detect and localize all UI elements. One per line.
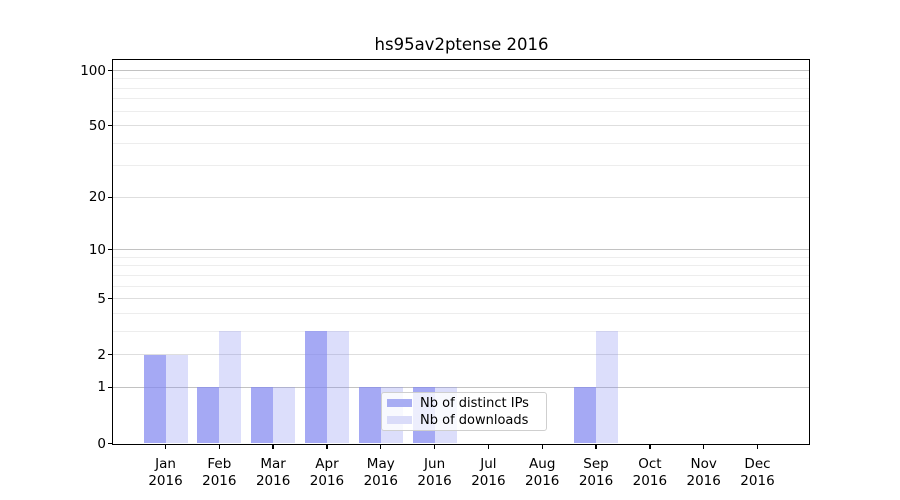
gridline-y-5: [113, 298, 810, 300]
legend-swatch-downloads: [387, 416, 412, 424]
x-tick-jul: [487, 445, 490, 449]
bar-distinct-ips-may: [358, 387, 381, 444]
x-tick-label: Apr 2016: [309, 456, 345, 489]
minor-gridline-y-8: [113, 265, 810, 267]
x-tick-nov: [702, 445, 705, 449]
y-tick-20: [108, 196, 113, 199]
legend-item-downloads: Nb of downloads: [387, 414, 546, 427]
y-tick-0: [108, 442, 113, 445]
gridline-y-20: [113, 196, 810, 198]
y-tick-label: 0: [97, 435, 106, 452]
y-tick-50: [108, 125, 113, 127]
x-tick-jun: [433, 445, 436, 449]
y-tick-2: [108, 354, 113, 356]
chart-title: hs95av2ptense 2016: [374, 35, 549, 54]
y-tick-1: [108, 386, 113, 389]
x-tick-label: Nov 2016: [686, 456, 721, 489]
bar-distinct-ips-sep: [574, 387, 597, 444]
gridline-y-100: [113, 70, 810, 71]
minor-gridline-y-30: [113, 165, 810, 167]
x-tick-label: Sep 2016: [578, 456, 614, 489]
minor-gridline-y-3: [113, 330, 810, 332]
minor-gridline-y-7: [113, 274, 810, 276]
bar-downloads-feb: [219, 331, 242, 444]
y-tick-label: 1: [97, 379, 106, 396]
y-tick-label: 20: [88, 189, 106, 206]
y-tick-5: [108, 297, 113, 300]
x-tick-mar: [272, 445, 274, 449]
x-tick-label: Jan 2016: [148, 456, 183, 489]
x-tick-label: Jul 2016: [471, 456, 506, 489]
x-tick-label: Oct 2016: [632, 456, 668, 489]
bar-distinct-ips-feb: [197, 387, 220, 444]
bar-distinct-ips-jan: [143, 354, 166, 444]
minor-gridline-y-70: [113, 98, 810, 100]
x-tick-label: May 2016: [363, 456, 398, 489]
x-tick-label: Dec 2016: [740, 456, 775, 489]
x-tick-oct: [649, 445, 651, 449]
x-tick-aug: [541, 445, 543, 449]
minor-gridline-y-90: [113, 78, 810, 80]
x-tick-apr: [326, 445, 328, 449]
gridline-y-2: [113, 354, 810, 356]
y-tick-label: 10: [88, 241, 106, 258]
y-tick-label: 2: [97, 346, 106, 363]
gridline-y-50: [113, 125, 810, 127]
x-tick-sep: [595, 445, 597, 449]
x-tick-jan: [164, 445, 167, 449]
legend-label: Nb of distinct IPs: [420, 395, 529, 411]
y-tick-100: [108, 69, 113, 72]
legend-swatch-distinct-ips: [387, 399, 412, 407]
legend: Nb of distinct IPs Nb of downloads: [381, 392, 547, 431]
bar-distinct-ips-apr: [304, 331, 327, 444]
x-tick-feb: [218, 445, 220, 449]
legend-item-distinct-ips: Nb of distinct IPs: [387, 397, 546, 410]
x-tick-label: Feb 2016: [202, 456, 237, 489]
x-tick-label: Jun 2016: [417, 456, 452, 489]
minor-gridline-y-4: [113, 312, 810, 314]
minor-gridline-y-9: [113, 256, 810, 258]
gridline-y-10: [113, 249, 810, 251]
minor-gridline-y-80: [113, 87, 810, 89]
bar-distinct-ips-mar: [251, 387, 274, 444]
y-tick-10: [108, 248, 113, 251]
x-tick-label: Mar 2016: [255, 456, 291, 489]
x-tick-dec: [756, 445, 759, 449]
bar-downloads-mar: [273, 387, 296, 444]
y-tick-label: 100: [80, 62, 106, 79]
y-tick-label: 50: [88, 117, 106, 134]
minor-gridline-y-6: [113, 285, 810, 287]
y-tick-label: 5: [97, 290, 106, 307]
x-tick-may: [380, 445, 382, 449]
bar-downloads-jan: [165, 354, 188, 444]
gridline-y-1: [113, 386, 810, 388]
bar-downloads-apr: [326, 331, 349, 444]
minor-gridline-y-40: [113, 142, 810, 144]
minor-gridline-y-60: [113, 110, 810, 112]
x-tick-label: Aug 2016: [525, 456, 560, 489]
legend-label: Nb of downloads: [420, 412, 529, 428]
bar-downloads-sep: [596, 331, 619, 444]
